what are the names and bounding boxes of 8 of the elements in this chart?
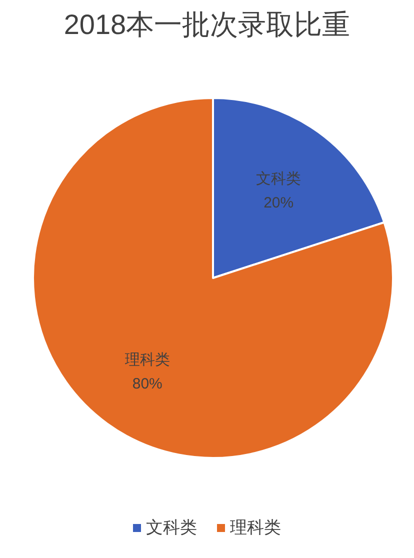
- chart-title: 2018本一批次录取比重: [64, 9, 350, 40]
- data-label: 20%: [264, 194, 294, 212]
- legend-label: 文科类: [146, 518, 197, 537]
- data-label: 80%: [132, 375, 162, 392]
- pie-slice: [32, 97, 394, 459]
- slice-label: 理科类: [124, 351, 170, 368]
- legend-label: 理科类: [230, 518, 281, 537]
- slice-label: 文科类: [256, 170, 302, 188]
